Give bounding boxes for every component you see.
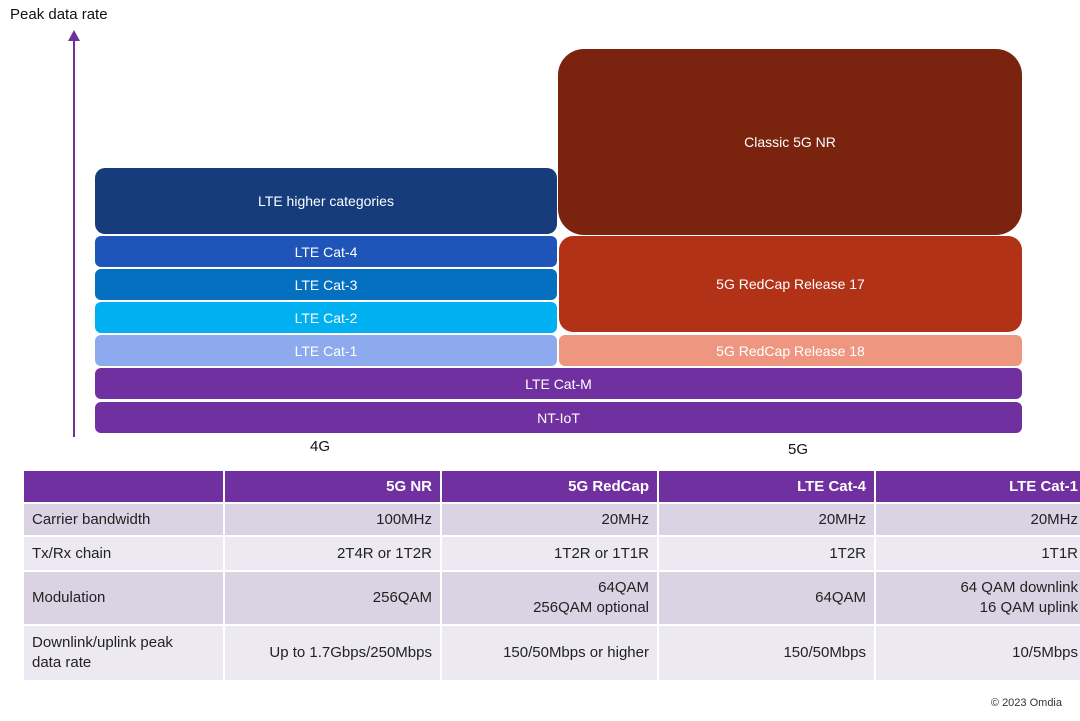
table-cell: Up to 1.7Gbps/250Mbps: [225, 626, 440, 680]
table-header-cell: LTE Cat-4: [659, 471, 874, 502]
table-header-cell: LTE Cat-1: [876, 471, 1080, 502]
table-header-cell: 5G NR: [225, 471, 440, 502]
table-cell: 1T1R: [876, 537, 1080, 570]
table-cell: 64 QAM downlink 16 QAM uplink: [876, 572, 1080, 624]
table-header-cell: 5G RedCap: [442, 471, 657, 502]
table-cell: 20MHz: [876, 504, 1080, 535]
table-cell: 100MHz: [225, 504, 440, 535]
table-row-label: Tx/Rx chain: [24, 537, 223, 570]
block-classic-5g-nr: Classic 5G NR: [558, 49, 1022, 235]
table-row: Tx/Rx chain 2T4R or 1T2R 1T2R or 1T1R 1T…: [24, 537, 1080, 570]
table-cell: 1T2R: [659, 537, 874, 570]
table-cell: 256QAM: [225, 572, 440, 624]
table-row-label: Modulation: [24, 572, 223, 624]
table-cell: 20MHz: [442, 504, 657, 535]
axis-arrowhead: [68, 30, 80, 41]
block-lte-cat-3: LTE Cat-3: [95, 269, 557, 300]
block-5g-redcap-release-17: 5G RedCap Release 17: [559, 236, 1022, 332]
table-header-cell: [24, 471, 223, 502]
generation-label-5g: 5G: [788, 441, 809, 458]
copyright-notice: © 2023 Omdia: [990, 697, 1062, 709]
table-cell: 64QAM 256QAM optional: [442, 572, 657, 624]
axis-line: [73, 40, 75, 437]
block-lte-cat-m: LTE Cat-M: [95, 368, 1022, 399]
table-cell: 1T2R or 1T1R: [442, 537, 657, 570]
block-nt-iot: NT-IoT: [95, 402, 1022, 433]
table-row: Downlink/uplink peak data rate Up to 1.7…: [24, 626, 1080, 680]
table-cell: 10/5Mbps: [876, 626, 1080, 680]
axis-title: Peak data rate: [10, 6, 108, 23]
table-cell: 2T4R or 1T2R: [225, 537, 440, 570]
block-lte-cat-1: LTE Cat-1: [95, 335, 557, 366]
table-cell: 20MHz: [659, 504, 874, 535]
block-lte-higher-categories: LTE higher categories: [95, 168, 557, 234]
block-lte-cat-4: LTE Cat-4: [95, 236, 557, 267]
comparison-table: 5G NR 5G RedCap LTE Cat-4 LTE Cat-1 Carr…: [22, 469, 1080, 682]
generation-label-4g: 4G: [310, 438, 331, 455]
table-header-row: 5G NR 5G RedCap LTE Cat-4 LTE Cat-1: [24, 471, 1080, 502]
table-row-label: Carrier bandwidth: [24, 504, 223, 535]
table-row: Carrier bandwidth 100MHz 20MHz 20MHz 20M…: [24, 504, 1080, 535]
table-cell: 150/50Mbps or higher: [442, 626, 657, 680]
block-5g-redcap-release-18: 5G RedCap Release 18: [559, 335, 1022, 366]
table-row-label: Downlink/uplink peak data rate: [24, 626, 223, 680]
table-cell: 150/50Mbps: [659, 626, 874, 680]
table-cell: 64QAM: [659, 572, 874, 624]
table-row: Modulation 256QAM 64QAM 256QAM optional …: [24, 572, 1080, 624]
block-lte-cat-2: LTE Cat-2: [95, 302, 557, 333]
